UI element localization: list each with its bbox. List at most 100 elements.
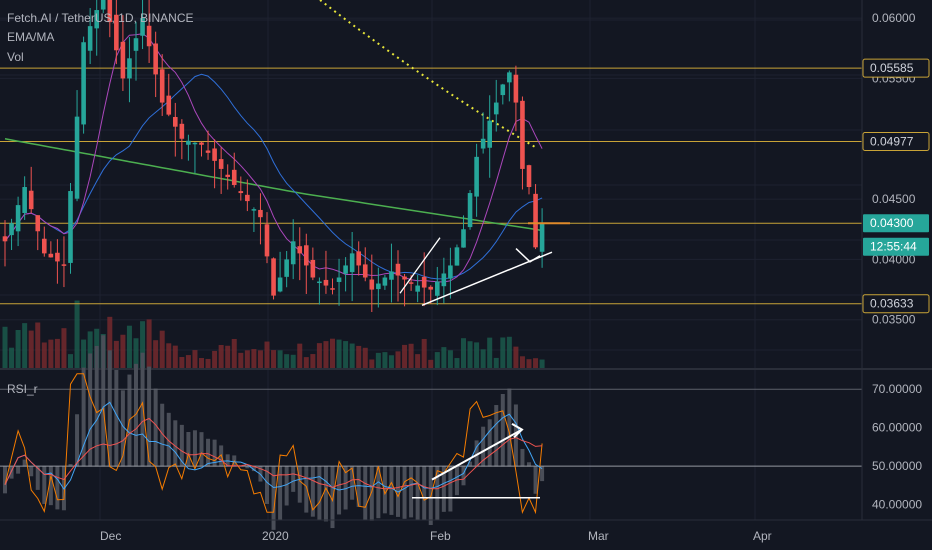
volume-bar <box>297 343 303 368</box>
histogram-bar <box>494 405 499 467</box>
volume-bar <box>9 347 15 368</box>
time-axis-label: Apr <box>753 529 772 543</box>
level-label-box <box>862 294 930 314</box>
rsi-tick-label: 60.00000 <box>872 421 922 435</box>
histogram-bar <box>415 466 420 521</box>
volume-bar <box>225 345 231 368</box>
level-label: 0.04977 <box>870 135 914 149</box>
volume-legend[interactable]: Vol <box>7 50 24 64</box>
histogram-bar <box>114 369 119 467</box>
volume-bar <box>428 359 434 368</box>
volume-bar <box>54 338 60 368</box>
histogram-bar <box>166 412 171 467</box>
histogram-bar <box>507 388 512 467</box>
rsi-tick-label: 50.00000 <box>872 459 922 473</box>
candle-body <box>297 246 303 254</box>
candle-body <box>42 238 47 254</box>
histogram-bar <box>3 466 7 494</box>
histogram-bar <box>500 393 505 467</box>
volume-bar <box>493 357 499 368</box>
candle-body <box>356 251 361 266</box>
candle-body <box>225 174 230 177</box>
histogram-bar <box>520 448 525 467</box>
last-price-label-box <box>863 214 929 233</box>
histogram-bar <box>487 419 492 467</box>
candle-body <box>258 209 263 218</box>
histogram-bar <box>304 466 309 513</box>
candle-body <box>186 140 191 145</box>
candle-body <box>28 190 34 210</box>
symbol-title[interactable]: Fetch.AI / TetherUS, 1D, BINANCE <box>7 11 194 25</box>
candle-body <box>480 138 486 149</box>
rsi-legend[interactable]: RSI_r <box>7 382 38 396</box>
histogram-bar <box>134 363 138 467</box>
histogram-bar <box>94 345 99 467</box>
histogram-bar <box>120 390 125 467</box>
rsi-tick-label: 40.00000 <box>872 498 922 512</box>
volume-bar <box>369 359 375 368</box>
candle-body <box>376 283 381 290</box>
volume-bar <box>140 321 146 368</box>
volume-bar <box>15 329 21 368</box>
candle-body <box>107 0 113 23</box>
ema-ma-legend[interactable]: EMA/MA <box>7 30 55 44</box>
volume-bar <box>251 349 257 368</box>
volume-bar <box>68 354 73 368</box>
candle-body <box>441 273 447 287</box>
volume-bar <box>277 350 283 368</box>
volume-bar <box>454 358 460 368</box>
histogram-bar <box>16 466 21 474</box>
ma-violet-line <box>4 33 543 283</box>
volume-bar <box>159 330 165 368</box>
histogram-bar <box>317 466 322 520</box>
volume-bar <box>362 347 368 368</box>
histogram-bar <box>179 424 184 467</box>
candle-body <box>539 223 545 252</box>
candle-body <box>87 26 93 51</box>
volume-bar <box>513 346 519 368</box>
histogram-bar <box>310 466 315 517</box>
candle-body <box>290 241 296 265</box>
histogram-bar <box>278 466 283 521</box>
volume-bar <box>336 339 342 368</box>
price-tick-label: 0.06000 <box>872 11 916 25</box>
volume-bar <box>153 340 159 368</box>
histogram-bar <box>251 466 256 472</box>
candle-body <box>22 187 27 214</box>
candle-body <box>454 247 460 266</box>
volume-bar <box>474 342 480 368</box>
histogram-bar <box>173 420 178 467</box>
volume-bar <box>284 354 290 368</box>
volume-bar <box>526 359 532 368</box>
candle-body <box>9 223 14 236</box>
level-label-box <box>862 58 930 78</box>
candle-body <box>310 259 316 278</box>
histogram-bar <box>75 414 80 467</box>
volume-bar <box>244 350 250 368</box>
histogram-bar <box>297 466 302 503</box>
volume-bar <box>330 338 335 368</box>
level-label-box <box>862 132 930 152</box>
candle-body <box>467 193 473 228</box>
volume-bar <box>533 358 539 368</box>
price-tick-label: 0.03500 <box>872 313 916 327</box>
candle-body <box>35 215 41 232</box>
rsi-signal-blue <box>4 401 543 493</box>
time-axis-label: 2020 <box>262 529 289 543</box>
candle-body <box>127 58 132 79</box>
volume-bar <box>519 356 525 368</box>
candle-body <box>68 191 73 263</box>
candle-body <box>271 258 276 296</box>
horizontal-levels <box>0 67 862 305</box>
volume-bar <box>35 322 41 368</box>
histogram-bar <box>527 462 531 467</box>
histogram-bar <box>481 426 486 467</box>
candle-body <box>402 276 407 280</box>
volume-bar <box>310 354 316 368</box>
candle-body <box>428 286 434 290</box>
volume-bar <box>61 328 67 368</box>
histogram-bar <box>330 466 335 529</box>
candle-body <box>205 150 211 153</box>
